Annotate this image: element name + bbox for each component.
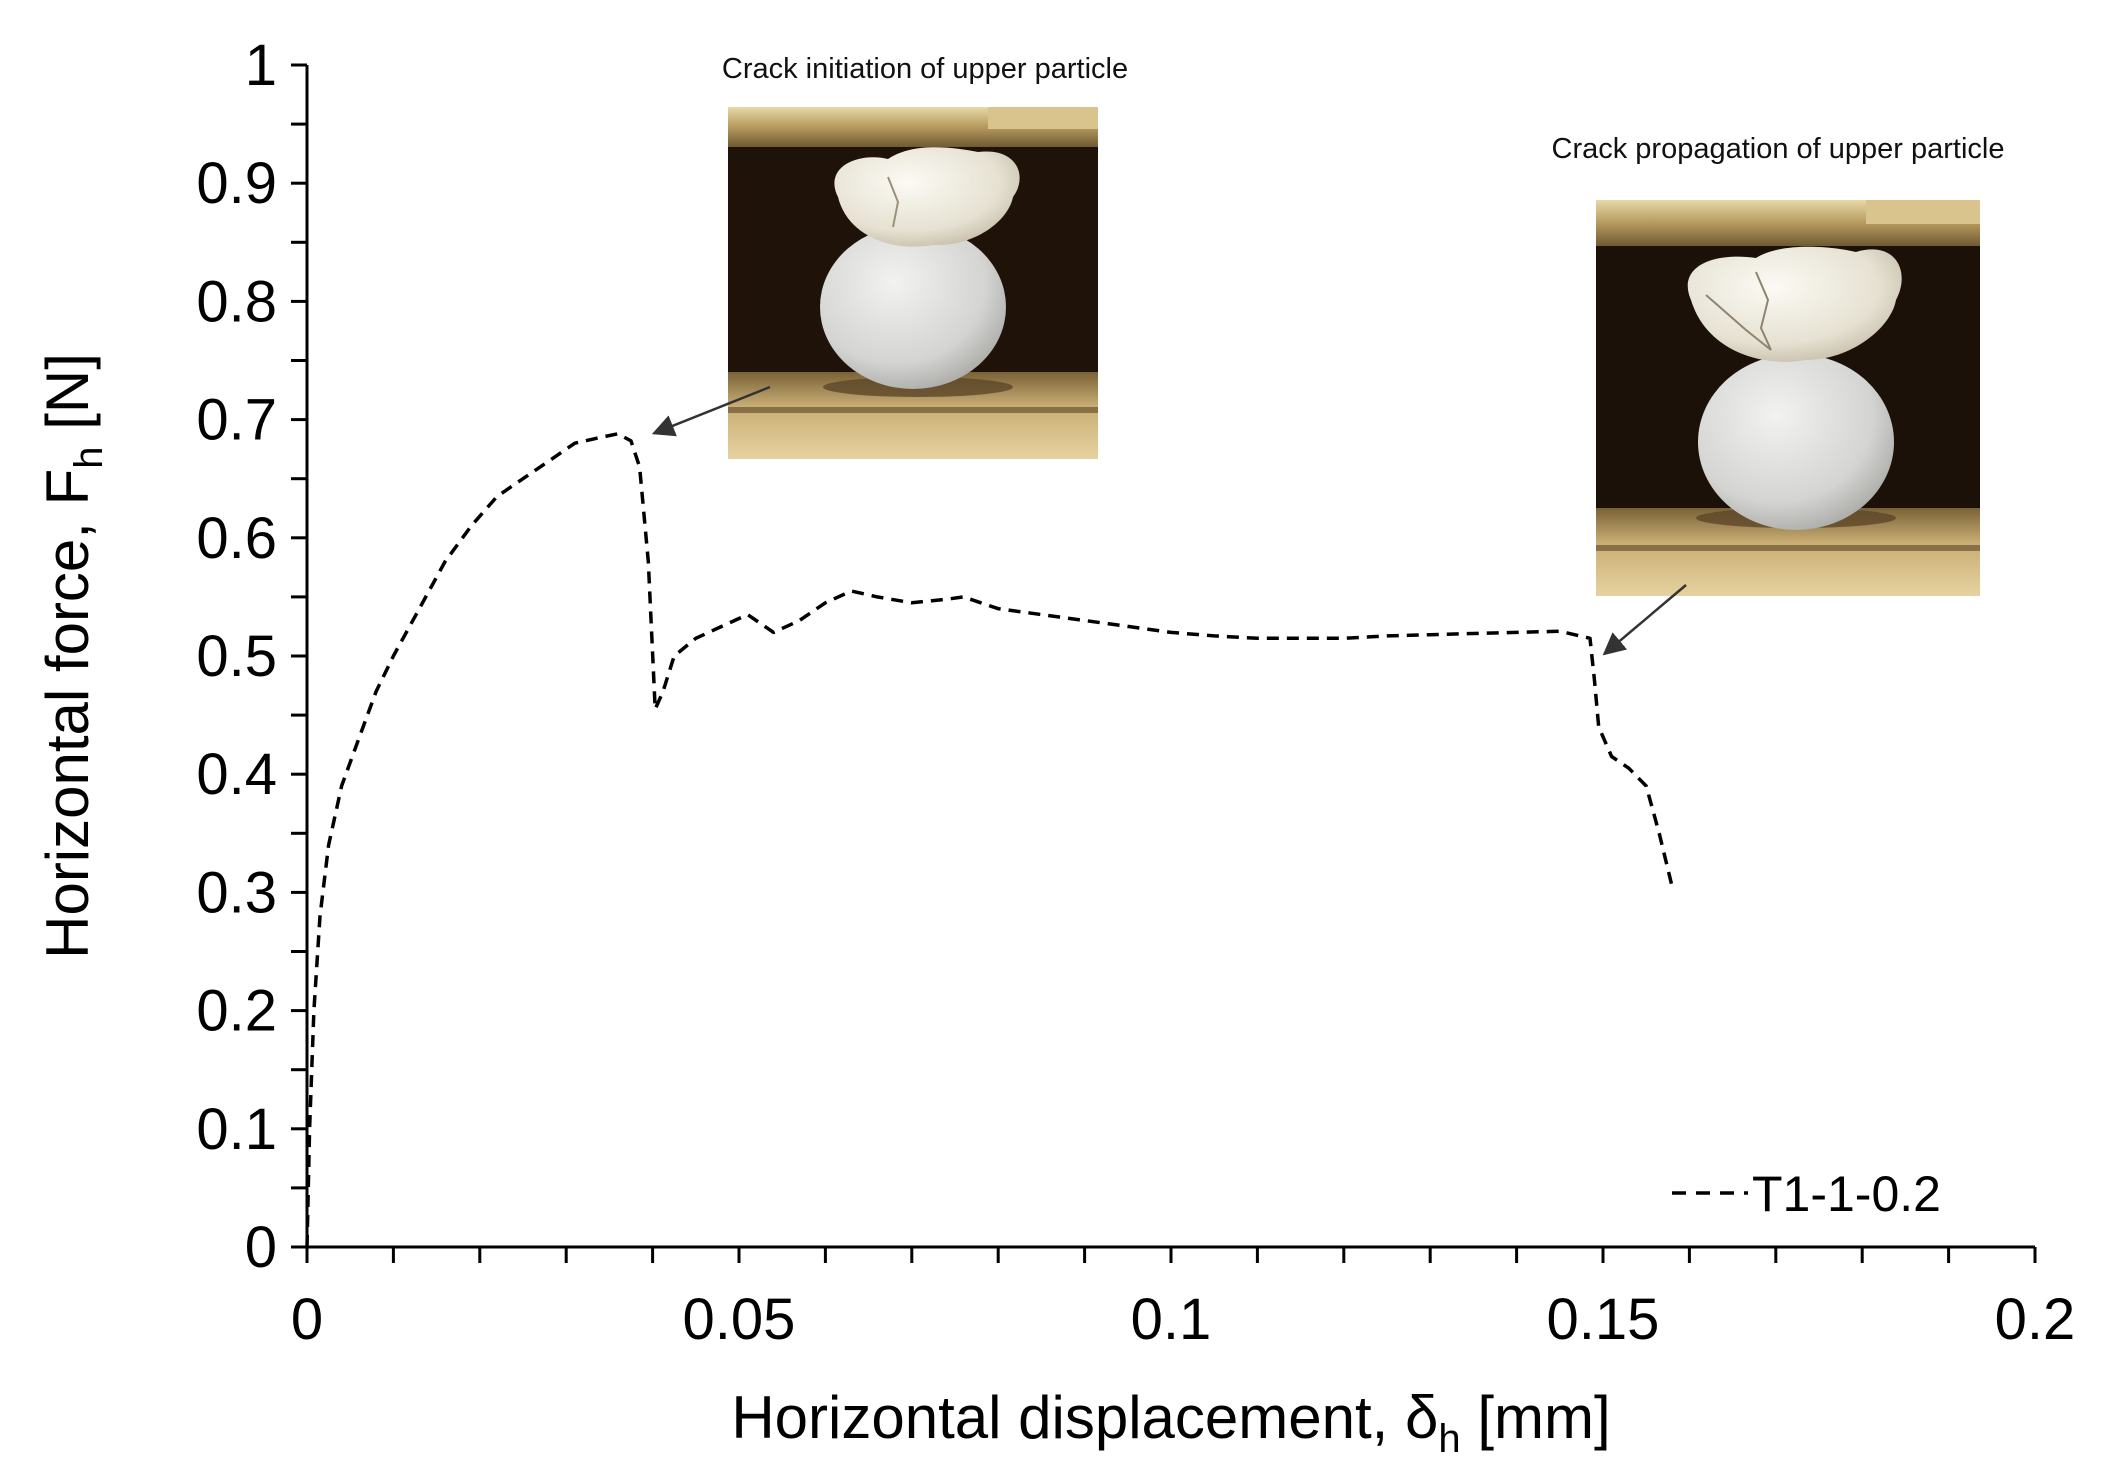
x-tick-label: 0.1 bbox=[1131, 1287, 1212, 1352]
plot-area bbox=[305, 432, 1674, 1248]
x-axis-title: Horizontal displacement, δh [mm] bbox=[731, 1384, 1610, 1461]
x-tick-label: 0 bbox=[291, 1287, 323, 1352]
y-tick-label: 0.7 bbox=[196, 388, 277, 453]
annotation-label-propagation: Crack propagation of upper particle bbox=[1552, 133, 2005, 165]
annotation-arrow-initiation bbox=[651, 385, 771, 437]
y-axis-title: Horizontal force, Fh [N] bbox=[34, 353, 111, 959]
x-tick-label: 0.2 bbox=[1995, 1287, 2076, 1352]
y-tick-label: 0.9 bbox=[196, 151, 277, 216]
legend: T1-1-0.2 bbox=[1672, 1166, 1941, 1222]
y-tick-label: 0 bbox=[245, 1215, 277, 1280]
x-tick-label: 0.15 bbox=[1547, 1287, 1660, 1352]
y-tick-label: 0.6 bbox=[196, 506, 277, 571]
legend-label: T1-1-0.2 bbox=[1752, 1166, 1941, 1222]
y-tick-label: 0.2 bbox=[196, 979, 277, 1044]
y-tick-label: 0.5 bbox=[196, 624, 277, 689]
y-tick-label: 1 bbox=[245, 33, 277, 98]
annotations: Crack initiation of upper particle Crack … bbox=[651, 53, 2005, 656]
y-tick-label: 0.8 bbox=[196, 269, 277, 334]
y-tick-label: 0.3 bbox=[196, 860, 277, 925]
y-tick-label: 0.1 bbox=[196, 1097, 277, 1162]
photo-crack-propagation bbox=[1596, 200, 1980, 596]
axes: 0 0.1 0.2 0.3 0.4 0.5 0.6 0.7 0.8 0.9 1 0 0.05 0.1 0.1… bbox=[34, 33, 2075, 1461]
annotation-label-initiation: Crack initiation of upper particle bbox=[722, 53, 1128, 85]
series-line-T1-1-0.2 bbox=[305, 432, 1674, 1248]
annotation-arrow-propagation bbox=[1602, 584, 1687, 656]
y-tick-label: 0.4 bbox=[196, 742, 277, 807]
photo-crack-initiation bbox=[728, 107, 1098, 459]
x-tick-label: 0.05 bbox=[683, 1287, 796, 1352]
